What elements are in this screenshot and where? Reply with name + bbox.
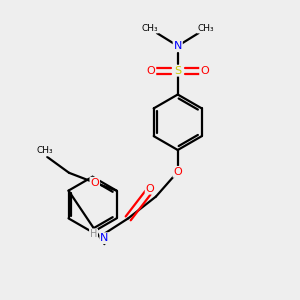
Text: O: O xyxy=(146,184,154,194)
Text: CH₃: CH₃ xyxy=(142,24,158,33)
Text: O: O xyxy=(200,66,209,76)
Text: O: O xyxy=(90,178,99,188)
Text: N: N xyxy=(100,233,109,243)
Text: O: O xyxy=(173,167,182,177)
Text: N: N xyxy=(174,41,182,51)
Text: CH₃: CH₃ xyxy=(37,146,53,155)
Text: CH₃: CH₃ xyxy=(197,24,214,33)
Text: H: H xyxy=(90,229,97,239)
Text: S: S xyxy=(174,66,181,76)
Text: O: O xyxy=(147,66,155,76)
